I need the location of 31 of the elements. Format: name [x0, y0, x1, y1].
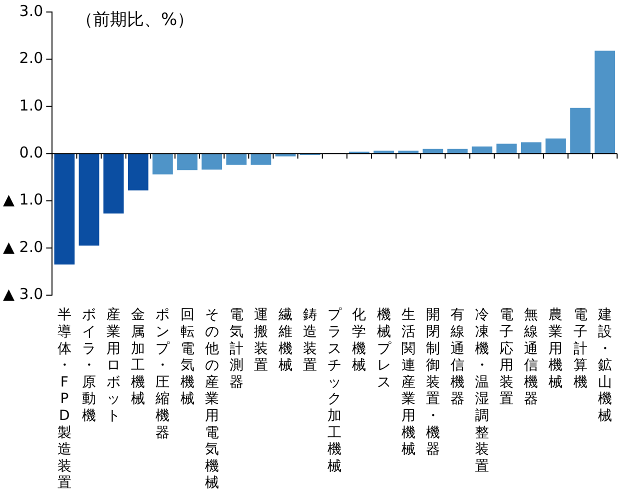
y-axis-title: （前期比、%）	[76, 9, 194, 31]
y-tick-label: 2.0	[19, 49, 44, 68]
y-tick-label: ▲ 2.0	[2, 238, 44, 256]
x-tick-label: 電気計測器	[229, 307, 244, 390]
x-tick-label: ポンプ・圧縮機器	[154, 307, 171, 441]
y-tick-label: 1.0	[19, 96, 44, 114]
y-tick-label: ▲ 1.0	[2, 190, 44, 209]
x-tick-label: 農業用機械	[548, 307, 563, 390]
category-label: 半導体・FPD製造装置	[57, 307, 72, 492]
y-tick-label: 3.0	[19, 2, 44, 20]
x-tick-label: 産業用ロボット	[106, 307, 121, 424]
x-tick-label: ボイラ・原動機	[82, 307, 96, 424]
x-tick-label: 機械プレス	[376, 307, 392, 390]
x-tick-label: 無線通信機器	[523, 307, 538, 408]
category-label: 開閉制御装置・機器	[426, 307, 440, 458]
x-tick-label: 電子応用装置	[500, 307, 514, 408]
x-tick-label: 鋳造装置	[303, 307, 318, 374]
x-tick-label: 金属加工機械	[131, 307, 146, 408]
category-label: その他の産業用電気機械	[204, 307, 219, 492]
x-tick-label: 建設・鉱山機械	[596, 307, 612, 424]
category-label: 生活関連産業用機械	[401, 307, 416, 458]
x-tick-label: 回転電気機械	[180, 307, 194, 408]
x-tick-label: 繊維機械	[278, 307, 293, 374]
x-tick-label: 化学機械	[352, 307, 366, 374]
category-label: プラスチック加工機械	[328, 307, 342, 474]
y-tick-label: ▲ 3.0	[2, 285, 44, 304]
x-tick-label: 有線通信機器	[449, 307, 464, 408]
x-tick-label: 運搬装置	[254, 307, 268, 374]
category-label: 冷凍機・温湿調整装置	[475, 307, 490, 474]
x-tick-label: 電子計算機	[573, 307, 588, 390]
y-tick-label: 0.0	[19, 143, 44, 162]
